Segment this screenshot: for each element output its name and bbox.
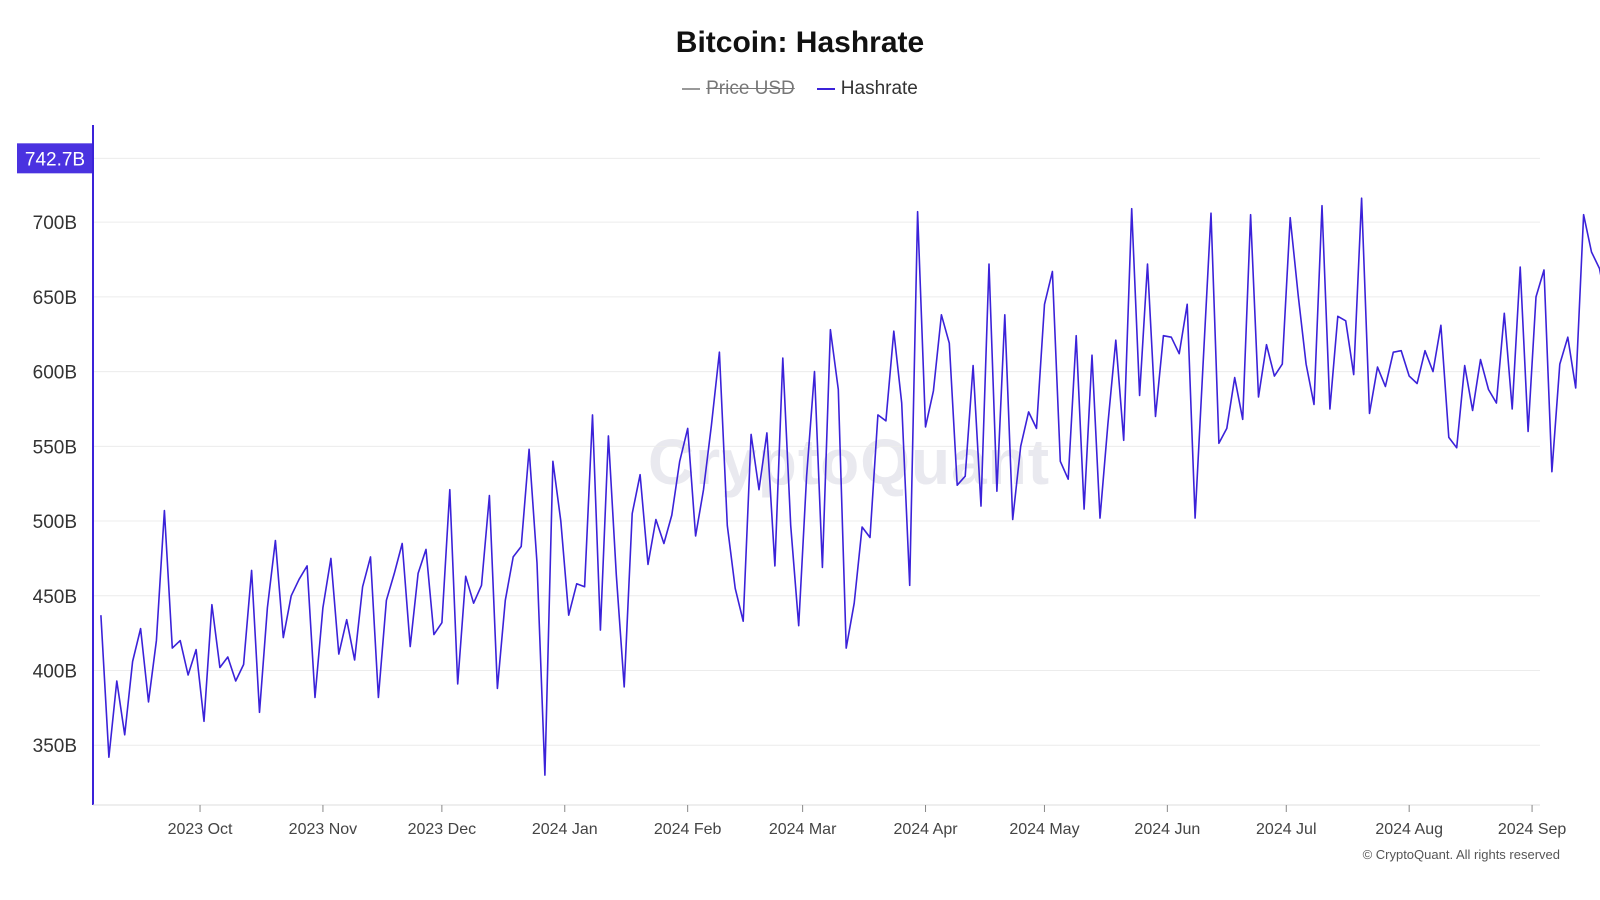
x-tick-label: 2023 Oct <box>168 821 233 838</box>
legend-label-hashrate: Hashrate <box>840 78 918 99</box>
x-tick-label: 2024 Jan <box>532 821 598 838</box>
legend-item-price-usd[interactable]: Price USD <box>682 78 795 100</box>
legend: Price USD Hashrate <box>0 78 1600 100</box>
y-tick-label: 400B <box>33 661 77 682</box>
x-tick-label: 2024 Mar <box>769 821 837 838</box>
legend-item-hashrate[interactable]: Hashrate <box>816 78 918 100</box>
price-usd-swatch-icon <box>682 88 701 90</box>
y-tick-label: 600B <box>33 363 77 384</box>
x-tick-label: 2024 Aug <box>1375 821 1443 838</box>
y-tick-label: 550B <box>33 437 77 458</box>
last-value-label: 742.7B <box>25 149 85 170</box>
y-tick-label: 700B <box>33 213 77 234</box>
x-tick-label: 2023 Dec <box>408 821 477 838</box>
x-tick-label: 2023 Nov <box>289 821 358 838</box>
series-line-hashrate <box>100 197 1600 776</box>
x-tick-label: 2024 Jun <box>1134 821 1200 838</box>
x-tick-label: 2024 Feb <box>654 821 722 838</box>
legend-label-price-usd: Price USD <box>706 78 795 99</box>
x-tick-label: 2024 Jul <box>1256 821 1317 838</box>
y-tick-label: 350B <box>33 736 77 757</box>
y-tick-label: 500B <box>33 512 77 533</box>
x-tick-label: 2024 May <box>1009 821 1079 838</box>
x-tick-label: 2024 Sep <box>1498 821 1567 838</box>
x-tick-label: 2024 Apr <box>893 821 958 838</box>
copyright-notice: © CryptoQuant. All rights reserved <box>1362 847 1560 862</box>
y-tick-label: 650B <box>33 288 77 309</box>
last-value-marker <box>17 143 92 174</box>
y-tick-label: 450B <box>33 587 77 608</box>
hashrate-swatch-icon <box>816 88 835 90</box>
chart-title: Bitcoin: Hashrate <box>675 26 925 59</box>
